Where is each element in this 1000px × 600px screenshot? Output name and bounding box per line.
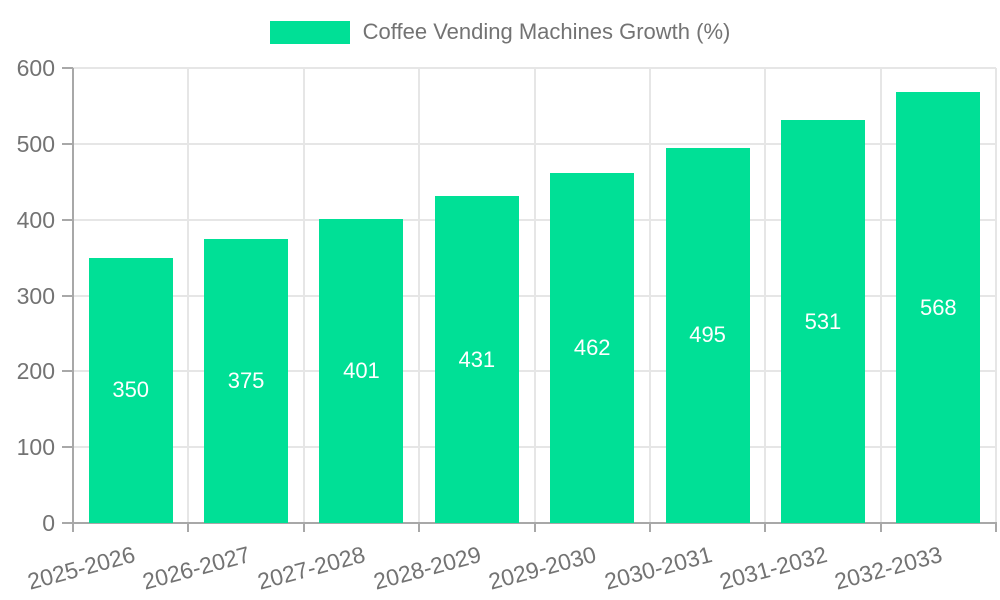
x-gridline	[187, 68, 190, 523]
bar-value-label: 350	[112, 377, 150, 403]
bar[interactable]	[435, 196, 519, 523]
y-tick-mark	[62, 370, 73, 373]
legend[interactable]: Coffee Vending Machines Growth (%)	[0, 19, 1000, 45]
x-tick-mark	[648, 523, 651, 532]
x-tick-mark	[418, 523, 421, 532]
x-gridline	[418, 68, 421, 523]
x-gridline	[879, 68, 882, 523]
y-tick-mark	[62, 522, 73, 524]
x-tick-label: 2032-2033	[832, 541, 946, 595]
x-tick-label: 2027-2028	[255, 541, 369, 595]
x-tick-mark	[533, 523, 536, 532]
x-tick-label: 2029-2030	[485, 541, 599, 595]
legend-swatch	[269, 20, 350, 44]
y-tick-mark	[62, 142, 73, 145]
x-tick-mark	[72, 523, 74, 532]
y-tick-label: 300	[16, 282, 55, 309]
x-tick-mark	[879, 523, 882, 532]
y-axis-line	[72, 68, 74, 523]
x-tick-mark	[187, 523, 190, 532]
x-tick-mark	[302, 523, 305, 532]
bar[interactable]	[666, 147, 750, 523]
plot-area: 0 100 200 300 400 500 600 350 2025-2026 375 2026-2…	[17, 55, 997, 595]
bar-value-label: 462	[573, 334, 611, 360]
x-tick-label: 2025-2026	[24, 541, 138, 595]
x-tick-label: 2026-2027	[139, 541, 253, 595]
x-tick-label: 2030-2031	[601, 541, 715, 595]
x-tick-label: 2031-2032	[716, 541, 830, 595]
bar-value-label: 401	[343, 357, 380, 383]
x-axis-line	[72, 522, 997, 524]
y-tick-label: 200	[16, 358, 55, 385]
y-tick-mark	[62, 67, 73, 69]
x-tick-mark	[995, 523, 997, 532]
y-tick-label: 400	[16, 206, 55, 233]
x-tick-label: 2028-2029	[370, 541, 484, 595]
bar[interactable]	[781, 120, 865, 523]
x-gridline	[302, 68, 305, 523]
bar-value-label: 568	[919, 294, 957, 320]
x-tick-mark	[764, 523, 767, 532]
x-gridline	[648, 68, 651, 523]
y-tick-mark	[62, 446, 73, 449]
y-tick-label: 0	[42, 510, 55, 536]
x-gridline	[764, 68, 767, 523]
y-tick-label: 500	[16, 130, 55, 157]
bar-value-label: 431	[458, 346, 496, 372]
bar[interactable]	[89, 257, 173, 523]
y-tick-mark	[62, 294, 73, 297]
bar[interactable]	[896, 92, 980, 523]
bar-value-label: 531	[804, 308, 842, 334]
bar[interactable]	[550, 172, 634, 523]
bar[interactable]	[204, 238, 288, 523]
bar[interactable]	[319, 218, 403, 523]
x-gridline	[995, 68, 997, 523]
y-tick-label: 600	[16, 55, 55, 81]
legend-label: Coffee Vending Machines Growth (%)	[362, 19, 731, 44]
x-gridline	[533, 68, 536, 523]
bar-value-label: 495	[689, 322, 726, 348]
bar-value-label: 375	[227, 367, 265, 393]
y-tick-label: 100	[16, 434, 55, 461]
y-tick-mark	[62, 218, 73, 221]
